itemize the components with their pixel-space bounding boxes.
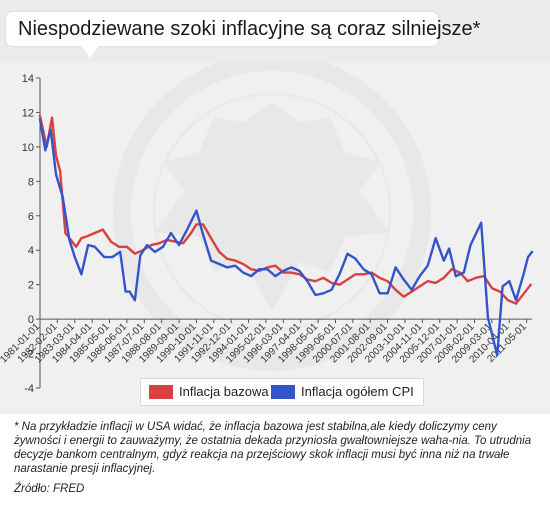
legend-swatch-bazowa — [149, 385, 173, 399]
legend-swatch-cpi — [271, 385, 295, 399]
y-tick-label: 10 — [22, 142, 34, 154]
legend: Inflacja bazowa Inflacja ogółem CPI — [140, 378, 424, 406]
y-tick-label: -4 — [24, 383, 34, 395]
series-line-cpi — [38, 118, 534, 357]
y-tick-label: 6 — [28, 211, 34, 223]
y-tick-label: 0 — [28, 314, 34, 326]
series-line-bazowa — [38, 114, 532, 305]
footnote-text: * Na przykładzie inflacji w USA widać, ż… — [14, 421, 532, 475]
legend-label-bazowa: Inflacja bazowa — [179, 384, 269, 399]
y-tick-label: 2 — [28, 280, 34, 292]
title-box — [6, 12, 438, 46]
footnote: * Na przykładzie inflacji w USA widać, ż… — [14, 420, 540, 476]
emblem-watermark — [113, 62, 431, 371]
legend-label-cpi: Inflacja ogółem CPI — [301, 384, 414, 399]
y-tick-label: 4 — [28, 245, 34, 257]
series-layer — [38, 114, 534, 357]
y-tick-label: -2 — [24, 349, 34, 361]
line-chart: -4-2024681012141981-01-011982-02-011983-… — [0, 62, 534, 395]
y-tick-label: 14 — [22, 73, 34, 85]
chart-title: Niespodziewane szoki inflacyjne są coraz… — [18, 18, 481, 40]
source-note: Źródło: FRED — [14, 483, 85, 495]
y-tick-label: 8 — [28, 176, 34, 188]
title-speech-tail — [80, 44, 100, 58]
y-tick-label: 12 — [22, 107, 34, 119]
